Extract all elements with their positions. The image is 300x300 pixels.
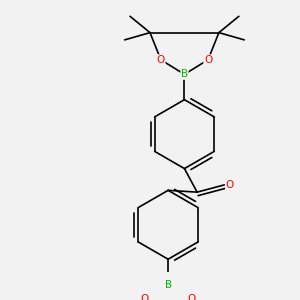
- Text: O: O: [140, 294, 149, 300]
- Text: B: B: [165, 280, 172, 290]
- Text: B: B: [181, 69, 188, 79]
- Text: O: O: [226, 180, 234, 190]
- Text: O: O: [157, 55, 165, 65]
- Text: O: O: [188, 294, 196, 300]
- Text: O: O: [204, 55, 212, 65]
